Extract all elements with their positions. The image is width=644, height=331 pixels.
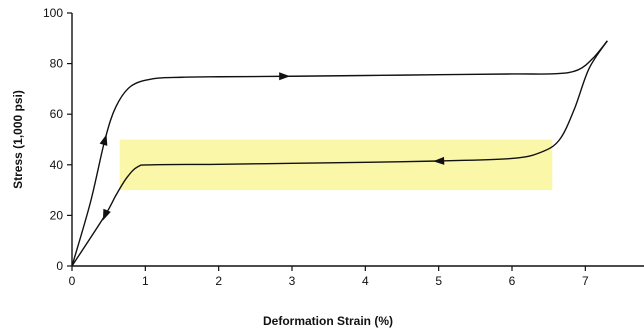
x-tick-label-0: 0 xyxy=(69,274,76,288)
curves xyxy=(71,40,608,267)
direction-arrows xyxy=(99,72,445,221)
unloading-curve xyxy=(71,40,608,267)
direction-arrow-2 xyxy=(433,156,445,165)
y-axis-ticks: 0 20 40 60 80 100 xyxy=(43,6,72,273)
x-tick-label-6: 6 xyxy=(509,274,516,288)
direction-arrow-3 xyxy=(102,208,111,221)
y-axis-title: Stress (1,000 psi) xyxy=(11,90,25,189)
x-axis-ticks: 0 1 2 3 4 5 6 7 xyxy=(69,266,589,288)
y-tick-label-2: 40 xyxy=(50,158,64,172)
x-axis-title: Deformation Strain (%) xyxy=(263,314,393,328)
direction-arrow-1 xyxy=(279,72,291,81)
y-tick-label-1: 20 xyxy=(50,208,64,222)
x-tick-label-7: 7 xyxy=(582,274,589,288)
x-tick-label-4: 4 xyxy=(362,274,369,288)
x-tick-label-5: 5 xyxy=(435,274,442,288)
y-tick-label-5: 100 xyxy=(43,6,63,20)
y-tick-label-4: 80 xyxy=(50,57,64,71)
y-tick-label-0: 0 xyxy=(56,259,63,273)
x-tick-label-3: 3 xyxy=(289,274,296,288)
x-tick-label-1: 1 xyxy=(142,274,149,288)
loading-curve xyxy=(71,40,608,267)
x-tick-label-2: 2 xyxy=(215,274,222,288)
direction-arrow-0 xyxy=(99,134,108,146)
y-tick-label-3: 60 xyxy=(50,107,64,121)
